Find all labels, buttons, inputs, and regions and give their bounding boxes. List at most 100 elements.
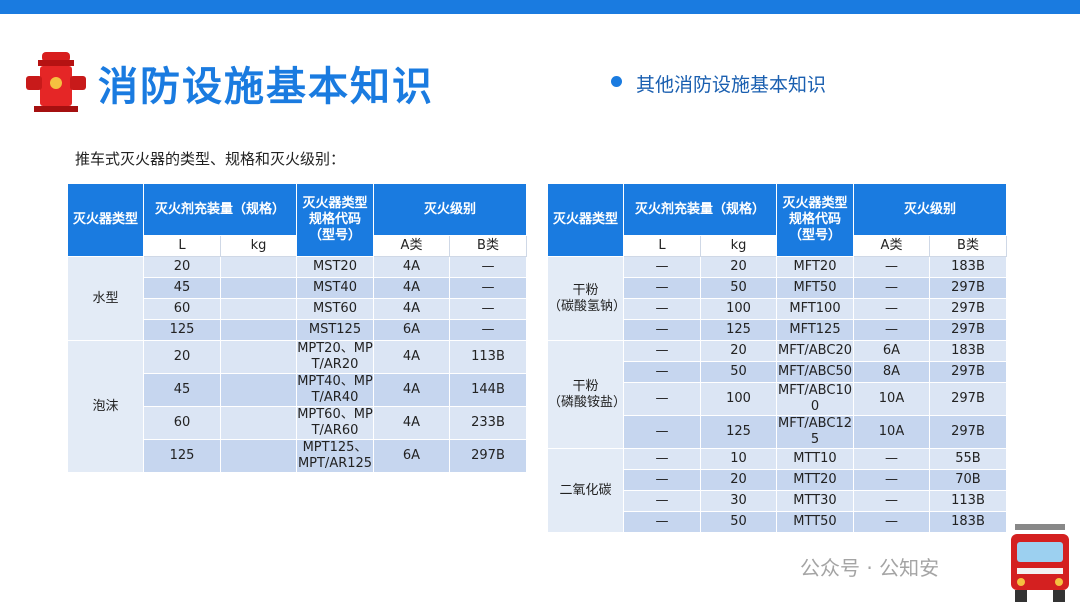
data-row: 二氧化碳 —10 MTT10—55B (547, 448, 1007, 533)
type-line: 水型 (92, 290, 119, 306)
data-cell: 233B (449, 406, 527, 440)
type-line: 泡沫 (92, 398, 119, 414)
data-cell: 183B (929, 340, 1007, 362)
hydrant-icon (26, 52, 86, 112)
data-cell: 144B (449, 373, 527, 407)
data-cell (220, 406, 297, 440)
truck-icon (1011, 524, 1069, 602)
data-cell: 4A (373, 373, 450, 407)
data-row: 干粉 （碳酸氢钠） —20 MFT20—183B (547, 256, 1007, 341)
header-cell: 灭火器类型 (67, 183, 144, 257)
header-cell: A类 (373, 235, 450, 257)
data-cell: 20 (700, 256, 777, 278)
data-cell: — (623, 277, 701, 299)
data-cell: 10A (853, 382, 930, 416)
data-cell: — (623, 511, 701, 533)
header-cell: 灭火级别 (373, 183, 527, 236)
data-cell: — (623, 448, 701, 470)
data-row: —125 MFT125—297B (548, 319, 1007, 341)
data-cell: 50 (700, 361, 777, 383)
header-cell: A类 (853, 235, 930, 257)
data-cell: 20 (143, 340, 221, 374)
data-cell: 50 (700, 511, 777, 533)
data-row: 水型 20 MST20 4A — (67, 256, 527, 341)
type-line: 二氧化碳 (559, 482, 612, 498)
data-cell: — (449, 298, 527, 320)
data-cell: 20 (700, 469, 777, 491)
data-cell: — (853, 319, 930, 341)
watermark: 公众号 · 公知安 (800, 556, 940, 580)
header-cell: 灭火剂充装量（规格） (143, 183, 297, 236)
bullet (611, 76, 622, 87)
data-cell: 297B (929, 277, 1007, 299)
data-cell: 4A (373, 298, 450, 320)
data-cell: 20 (143, 256, 221, 278)
data-cell: — (853, 298, 930, 320)
data-cell (220, 373, 297, 407)
data-cell: 100 (700, 298, 777, 320)
data-row: 45 MPT40、MPT/AR40 4A 144B (68, 373, 527, 407)
data-cell (220, 319, 297, 341)
data-cell: MFT/ABC20 (776, 340, 854, 362)
data-cell: 297B (929, 382, 1007, 416)
type-cell: 水型 (67, 256, 144, 341)
header-row: 灭火器类型 灭火剂充装量（规格） 灭火器类型规格代码（型号） 灭火级别 (547, 183, 1007, 257)
header-cell: B类 (929, 235, 1007, 257)
data-cell: MST125 (296, 319, 374, 341)
subtitle: 推车式灭火器的类型、规格和灭火级别： (75, 150, 346, 168)
data-cell: — (623, 415, 701, 449)
data-cell: MST60 (296, 298, 374, 320)
data-cell: 125 (143, 439, 221, 473)
data-row: —20 MTT20—70B (548, 469, 1007, 491)
header-cell: 灭火器类型规格代码（型号） (296, 183, 374, 257)
data-cell: 297B (449, 439, 527, 473)
header-cell: kg (700, 235, 777, 257)
data-cell: 70B (929, 469, 1007, 491)
data-cell: 4A (373, 406, 450, 440)
data-cell: MFT50 (776, 277, 854, 299)
data-cell: — (449, 319, 527, 341)
data-cell: MPT40、MPT/AR40 (296, 373, 374, 407)
data-cell: 4A (373, 256, 450, 278)
data-cell: — (623, 319, 701, 341)
data-cell: — (853, 277, 930, 299)
data-cell: — (449, 256, 527, 278)
data-cell: 10 (700, 448, 777, 470)
data-cell: 183B (929, 511, 1007, 533)
header-cell: L (143, 235, 221, 257)
data-cell: 113B (929, 490, 1007, 512)
data-row: —100 MFT/ABC100 10A 297B (548, 382, 1007, 416)
data-cell: MFT20 (776, 256, 854, 278)
data-cell: MFT/ABC125 (776, 415, 854, 449)
data-cell: 6A (853, 340, 930, 362)
data-cell: 100 (700, 382, 777, 416)
data-cell: MTT30 (776, 490, 854, 512)
data-cell (220, 277, 297, 299)
type-cell: 二氧化碳 (547, 448, 624, 533)
header-cell: 灭火器类型规格代码（型号） (776, 183, 854, 257)
type-line: 干粉 (572, 378, 599, 394)
data-row: —125 MFT/ABC125 10A 297B (548, 415, 1007, 449)
data-row: —30 MTT30—113B (548, 490, 1007, 512)
data-cell: — (853, 256, 930, 278)
top-bar (0, 0, 1080, 14)
header-cell: B类 (449, 235, 527, 257)
type-cell: 泡沫 (67, 340, 144, 473)
data-cell: MTT50 (776, 511, 854, 533)
data-cell: — (853, 448, 930, 470)
data-cell: — (853, 469, 930, 491)
data-row: 125 MPT125、MPT/AR125 6A 297B (68, 439, 527, 473)
data-cell: 10A (853, 415, 930, 449)
data-cell: 55B (929, 448, 1007, 470)
data-cell: 183B (929, 256, 1007, 278)
data-cell: — (449, 277, 527, 299)
header-cell: 灭火器类型 (547, 183, 624, 257)
header-cell: L (623, 235, 701, 257)
data-cell: — (623, 361, 701, 383)
data-cell: — (623, 490, 701, 512)
data-cell: 50 (700, 277, 777, 299)
section-title: 其他消防设施基本知识 (636, 74, 827, 96)
data-row: 干粉 （磷酸铵盐） —20 MFT/ABC20 6A 183B (547, 340, 1007, 449)
